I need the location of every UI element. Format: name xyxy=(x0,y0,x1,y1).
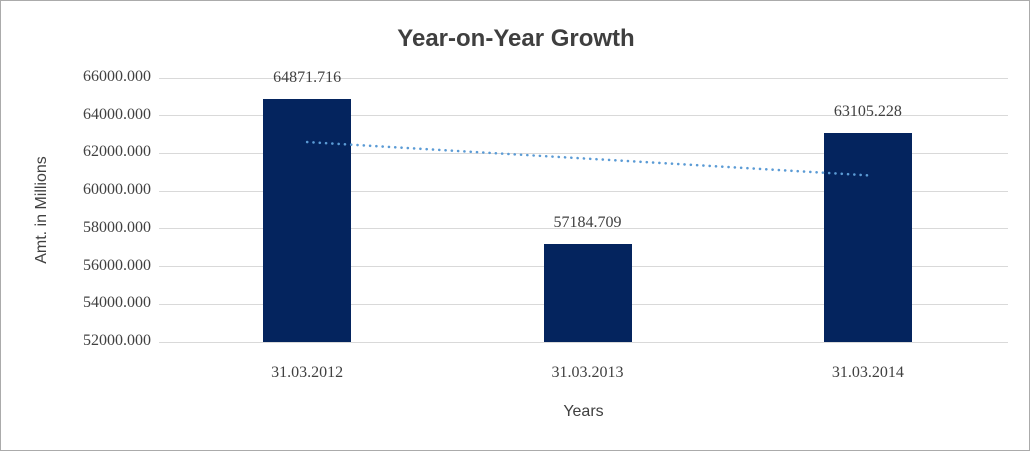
y-tick-label: 56000.000 xyxy=(83,256,151,274)
x-category-label: 31.03.2012 xyxy=(271,364,344,381)
chart-title: Year-on-Year Growth xyxy=(397,25,635,52)
x-axis-title: Years xyxy=(563,403,604,420)
x-category-label: 31.03.2013 xyxy=(551,364,624,381)
y-gridline xyxy=(159,190,1008,192)
x-category-label: 31.03.2014 xyxy=(831,364,904,381)
bar xyxy=(823,132,912,342)
y-gridline xyxy=(159,77,1008,79)
bar-data-label: 64871.716 xyxy=(273,69,342,87)
y-gridline xyxy=(159,341,1008,343)
y-gridline xyxy=(159,115,1008,117)
y-tick-label: 64000.000 xyxy=(83,105,151,123)
y-tick-label: 66000.000 xyxy=(83,68,151,85)
bar-data-label: 57184.709 xyxy=(553,214,622,232)
y-tick-label: 52000.000 xyxy=(83,332,151,349)
y-tick-label: 54000.000 xyxy=(83,294,151,312)
y-axis-title: Amt. in Millions xyxy=(33,156,50,264)
y-tick-label: 60000.000 xyxy=(83,181,151,199)
bar-data-label: 63105.228 xyxy=(833,102,902,120)
bar xyxy=(263,99,352,342)
y-tick-label: 58000.000 xyxy=(83,218,151,236)
y-tick-label: 62000.000 xyxy=(83,143,151,161)
trendline xyxy=(305,140,870,177)
y-gridline xyxy=(159,228,1008,230)
bar xyxy=(543,244,632,342)
